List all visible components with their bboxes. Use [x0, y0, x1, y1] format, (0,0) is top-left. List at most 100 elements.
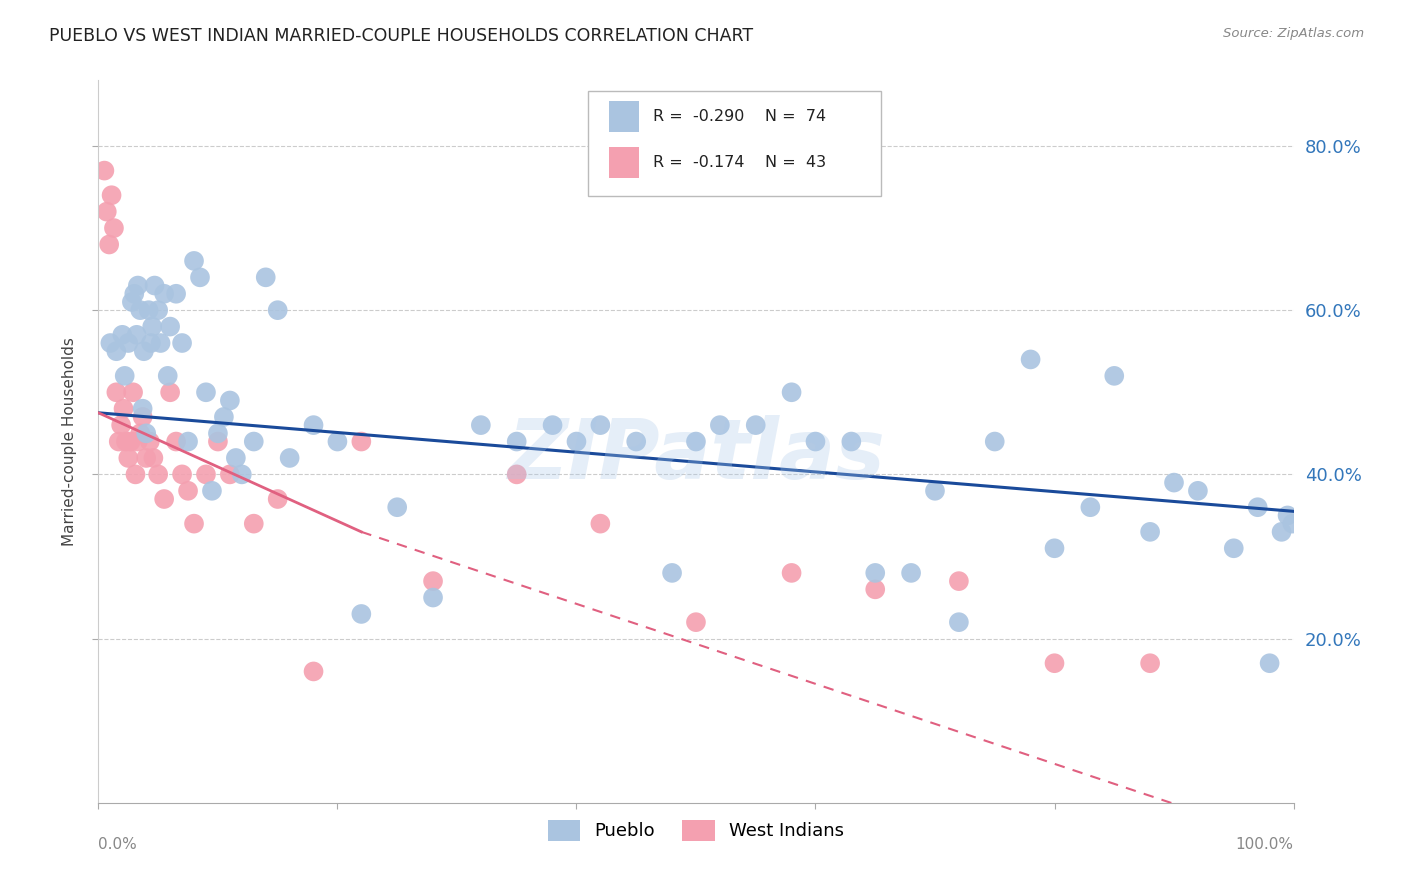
Text: ZIPatlas: ZIPatlas: [508, 416, 884, 497]
Text: Source: ZipAtlas.com: Source: ZipAtlas.com: [1223, 27, 1364, 40]
Point: [153, 286, 176, 301]
Point: [350, 607, 373, 621]
Point: [149, 336, 172, 351]
Point: [148, 303, 170, 318]
Point: [122, 385, 145, 400]
Text: 100.0%: 100.0%: [1236, 838, 1294, 853]
Point: [565, 434, 588, 449]
Point: [165, 286, 187, 301]
Point: [948, 574, 970, 588]
Point: [110, 418, 132, 433]
Point: [105, 385, 128, 400]
Point: [506, 467, 529, 482]
Point: [148, 467, 170, 482]
Point: [112, 401, 135, 416]
Point: [135, 426, 157, 441]
Point: [589, 418, 612, 433]
Point: [100, 188, 122, 202]
Point: [1271, 524, 1294, 539]
Point: [1019, 352, 1042, 367]
Point: [127, 434, 149, 449]
Point: [804, 434, 827, 449]
Point: [183, 253, 205, 268]
Point: [1163, 475, 1185, 490]
Point: [900, 566, 922, 580]
Point: [219, 393, 242, 408]
Point: [225, 450, 247, 465]
Point: [1247, 500, 1270, 515]
Point: [132, 344, 155, 359]
Point: [1277, 508, 1299, 523]
Point: [254, 270, 277, 285]
Point: [685, 434, 707, 449]
Point: [948, 615, 970, 630]
Y-axis label: Married-couple Households: Married-couple Households: [62, 337, 77, 546]
Point: [177, 483, 200, 498]
Point: [841, 434, 863, 449]
Point: [350, 434, 373, 449]
Point: [1104, 368, 1126, 383]
Point: [506, 434, 529, 449]
Point: [865, 582, 887, 597]
Point: [124, 286, 146, 301]
Point: [422, 591, 444, 605]
Point: [207, 434, 229, 449]
Point: [470, 418, 492, 433]
Point: [541, 418, 564, 433]
Point: [141, 319, 163, 334]
Point: [231, 467, 253, 482]
Point: [105, 344, 128, 359]
Point: [302, 418, 325, 433]
Point: [124, 467, 146, 482]
Legend: Pueblo, West Indians: Pueblo, West Indians: [540, 813, 852, 848]
Point: [143, 278, 166, 293]
Point: [159, 319, 181, 334]
Point: [98, 336, 122, 351]
Point: [172, 467, 194, 482]
Point: [135, 450, 157, 465]
Point: [127, 278, 149, 293]
Point: [195, 385, 218, 400]
Point: [103, 221, 125, 235]
Point: [422, 574, 444, 588]
Point: [201, 483, 224, 498]
Point: [129, 426, 152, 441]
Point: [589, 516, 612, 531]
Point: [153, 491, 176, 506]
Point: [212, 409, 235, 424]
Point: [278, 450, 301, 465]
Point: [984, 434, 1007, 449]
Point: [98, 237, 121, 252]
Point: [207, 426, 229, 441]
Point: [780, 385, 803, 400]
Point: [685, 615, 707, 630]
Point: [745, 418, 768, 433]
FancyBboxPatch shape: [609, 102, 638, 132]
Point: [302, 665, 325, 679]
Point: [1080, 500, 1102, 515]
FancyBboxPatch shape: [589, 91, 882, 196]
Text: 0.0%: 0.0%: [98, 838, 138, 853]
Point: [156, 368, 179, 383]
Point: [138, 303, 160, 318]
Point: [131, 401, 153, 416]
Point: [121, 295, 143, 310]
Point: [1043, 657, 1066, 671]
Point: [114, 368, 136, 383]
Point: [139, 336, 162, 351]
Point: [243, 516, 266, 531]
Point: [139, 434, 162, 449]
Point: [96, 204, 118, 219]
Point: [117, 336, 139, 351]
Point: [129, 303, 152, 318]
Text: R =  -0.290    N =  74: R = -0.290 N = 74: [652, 109, 827, 124]
Point: [115, 434, 138, 449]
Point: [1281, 516, 1303, 531]
Point: [243, 434, 266, 449]
Point: [120, 434, 142, 449]
Point: [661, 566, 683, 580]
Point: [117, 450, 139, 465]
Point: [1139, 657, 1161, 671]
Point: [172, 336, 194, 351]
Point: [111, 327, 134, 342]
